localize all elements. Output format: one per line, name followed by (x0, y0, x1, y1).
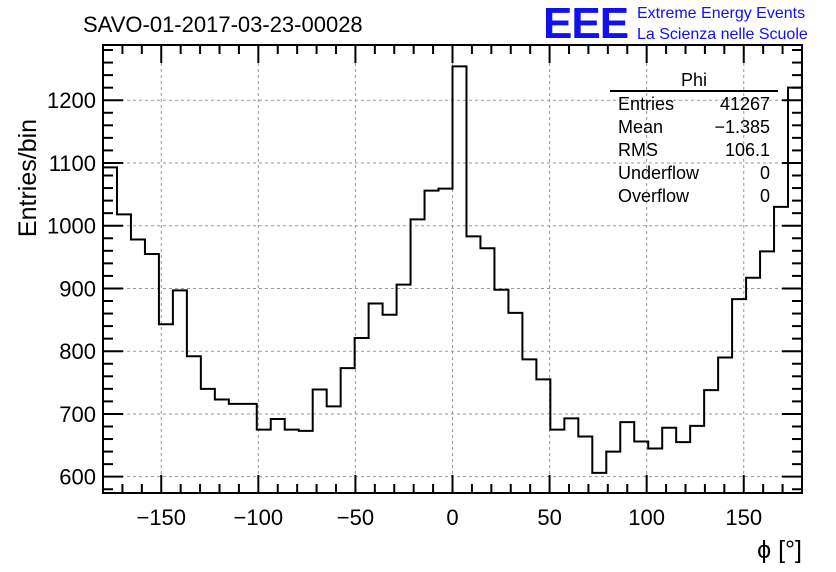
x-axis-label: ϕ [°] (757, 536, 802, 564)
y-tick-label: 1000 (47, 214, 96, 239)
x-tick-label: −100 (234, 505, 284, 530)
histogram-line (103, 65, 802, 474)
stats-box: Phi Entries 41267 Mean −1.385 RMS 106.1 Underf… (610, 70, 778, 206)
y-tick-label: 800 (59, 339, 96, 364)
y-tick-label: 900 (59, 276, 96, 301)
y-tick-label: 600 (59, 465, 96, 490)
stats-value: −1.385 (714, 117, 770, 137)
y-tick-label: 700 (59, 402, 96, 427)
stats-value: 106.1 (725, 140, 770, 160)
stats-value: 0 (760, 163, 770, 183)
stats-label: Overflow (618, 186, 690, 206)
stats-label: Mean (618, 117, 663, 137)
stats-title: Phi (681, 70, 707, 90)
x-tick-label: −150 (136, 505, 186, 530)
stats-label: Entries (618, 94, 674, 114)
axis-ticks (102, 45, 803, 493)
y-tick-label: 1200 (47, 88, 96, 113)
y-tick-label: 1100 (49, 151, 96, 176)
plot-title: SAVO-01-2017-03-23-00028 (83, 12, 363, 37)
x-tick-label: 100 (628, 505, 665, 530)
y-axis-label: Entries/bin (14, 119, 42, 237)
x-tick-label: 50 (537, 505, 561, 530)
logo-line-1: Extreme Energy Events (637, 5, 805, 22)
stats-value: 41267 (720, 94, 770, 114)
eee-logo-text: EEE (543, 0, 628, 48)
x-tick-label: 150 (725, 505, 762, 530)
x-tick-label: 0 (446, 505, 458, 530)
x-tick-label: −50 (337, 505, 374, 530)
logo-line-2: La Scienza nelle Scuole (637, 26, 808, 43)
eee-logo: EEE Extreme Energy Events La Scienza nel… (543, 0, 808, 48)
stats-value: 0 (760, 186, 770, 206)
stats-label: Underflow (618, 163, 700, 183)
stats-label: RMS (618, 140, 658, 160)
